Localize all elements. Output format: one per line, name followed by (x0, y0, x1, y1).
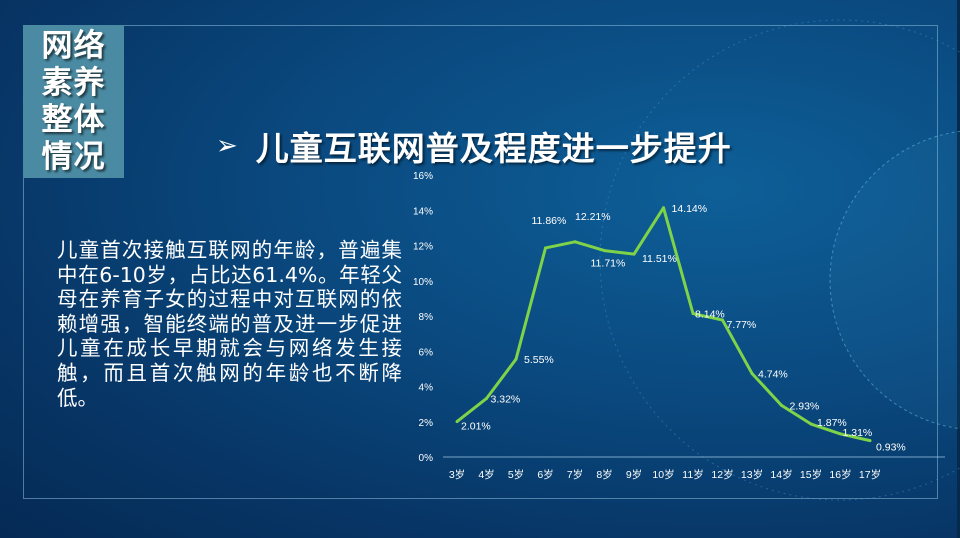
y-tick-label: 6% (419, 347, 434, 358)
x-tick-label: 3岁 (449, 468, 465, 481)
data-point (721, 318, 724, 322)
data-label: 12.21% (575, 211, 611, 223)
slide-frame (23, 25, 938, 499)
data-point (839, 432, 842, 436)
body-paragraph: 儿童首次接触互联网的年龄，普遍集中在6-10岁，占比达61.4%。年轻父母在养育… (57, 238, 402, 410)
x-tick-label: 5岁 (508, 468, 524, 481)
data-label: 3.32% (491, 393, 521, 405)
data-point (485, 396, 488, 400)
data-label: 2.01% (461, 421, 491, 433)
data-point (662, 206, 665, 210)
arrowhead-icon: ➢ (216, 131, 238, 161)
y-tick-label: 2% (419, 418, 434, 429)
data-label: 2.93% (790, 400, 820, 412)
data-label: 1.87% (817, 417, 847, 429)
data-point (780, 403, 783, 407)
title-text: 儿童互联网普及程度进一步提升 (255, 129, 732, 168)
x-tick-label: 8岁 (596, 468, 612, 481)
y-tick-label: 8% (419, 312, 434, 323)
section-label-line: 整体 (41, 101, 106, 138)
data-label: 11.86% (532, 215, 567, 227)
x-tick-label: 4岁 (478, 468, 494, 481)
y-tick-label: 16% (413, 171, 433, 182)
data-point (868, 439, 872, 443)
x-tick-label: 9岁 (626, 468, 642, 481)
x-tick-label: 16岁 (829, 468, 851, 481)
data-label: 0.93% (876, 442, 906, 454)
data-point (603, 249, 606, 253)
data-label: 5.55% (524, 354, 554, 366)
x-tick-label: 10岁 (652, 468, 674, 481)
data-point (544, 246, 547, 250)
y-tick-label: 4% (419, 383, 434, 394)
data-label: 7.77% (727, 319, 757, 331)
data-point (691, 312, 695, 316)
x-tick-label: 17岁 (859, 468, 881, 481)
data-label: 1.31% (843, 427, 873, 439)
slide-title: ➢ 儿童互联网普及程度进一步提升 (216, 122, 732, 170)
x-tick-label: 13岁 (741, 468, 763, 481)
data-label: 11.51% (642, 253, 677, 265)
y-tick-label: 0% (419, 453, 434, 464)
data-point (514, 357, 518, 361)
x-tick-label: 7岁 (567, 468, 583, 481)
x-tick-label: 12岁 (711, 468, 733, 481)
data-label: 4.74% (758, 368, 788, 380)
data-point (750, 371, 754, 375)
x-tick-label: 11岁 (682, 468, 703, 481)
y-tick-label: 14% (413, 206, 433, 217)
y-tick-label: 10% (413, 277, 433, 288)
section-label-line: 情况 (41, 138, 106, 175)
y-tick-label: 12% (413, 242, 433, 253)
data-point (632, 252, 636, 256)
data-point (573, 240, 577, 244)
edge-strip (957, 0, 960, 538)
data-label: 11.71% (591, 258, 626, 270)
data-label: 8.14% (695, 309, 725, 321)
data-point (455, 420, 459, 424)
x-tick-label: 6岁 (537, 468, 553, 481)
section-label-box: 网络 素养 整体 情况 (23, 25, 124, 178)
section-label-line: 素养 (41, 64, 106, 101)
x-tick-label: 15岁 (800, 468, 822, 481)
decorative-globe (829, 130, 960, 430)
data-label: 14.14% (672, 203, 708, 215)
x-tick-label: 14岁 (770, 468, 792, 481)
section-label-line: 网络 (41, 27, 106, 64)
data-point (809, 422, 813, 426)
